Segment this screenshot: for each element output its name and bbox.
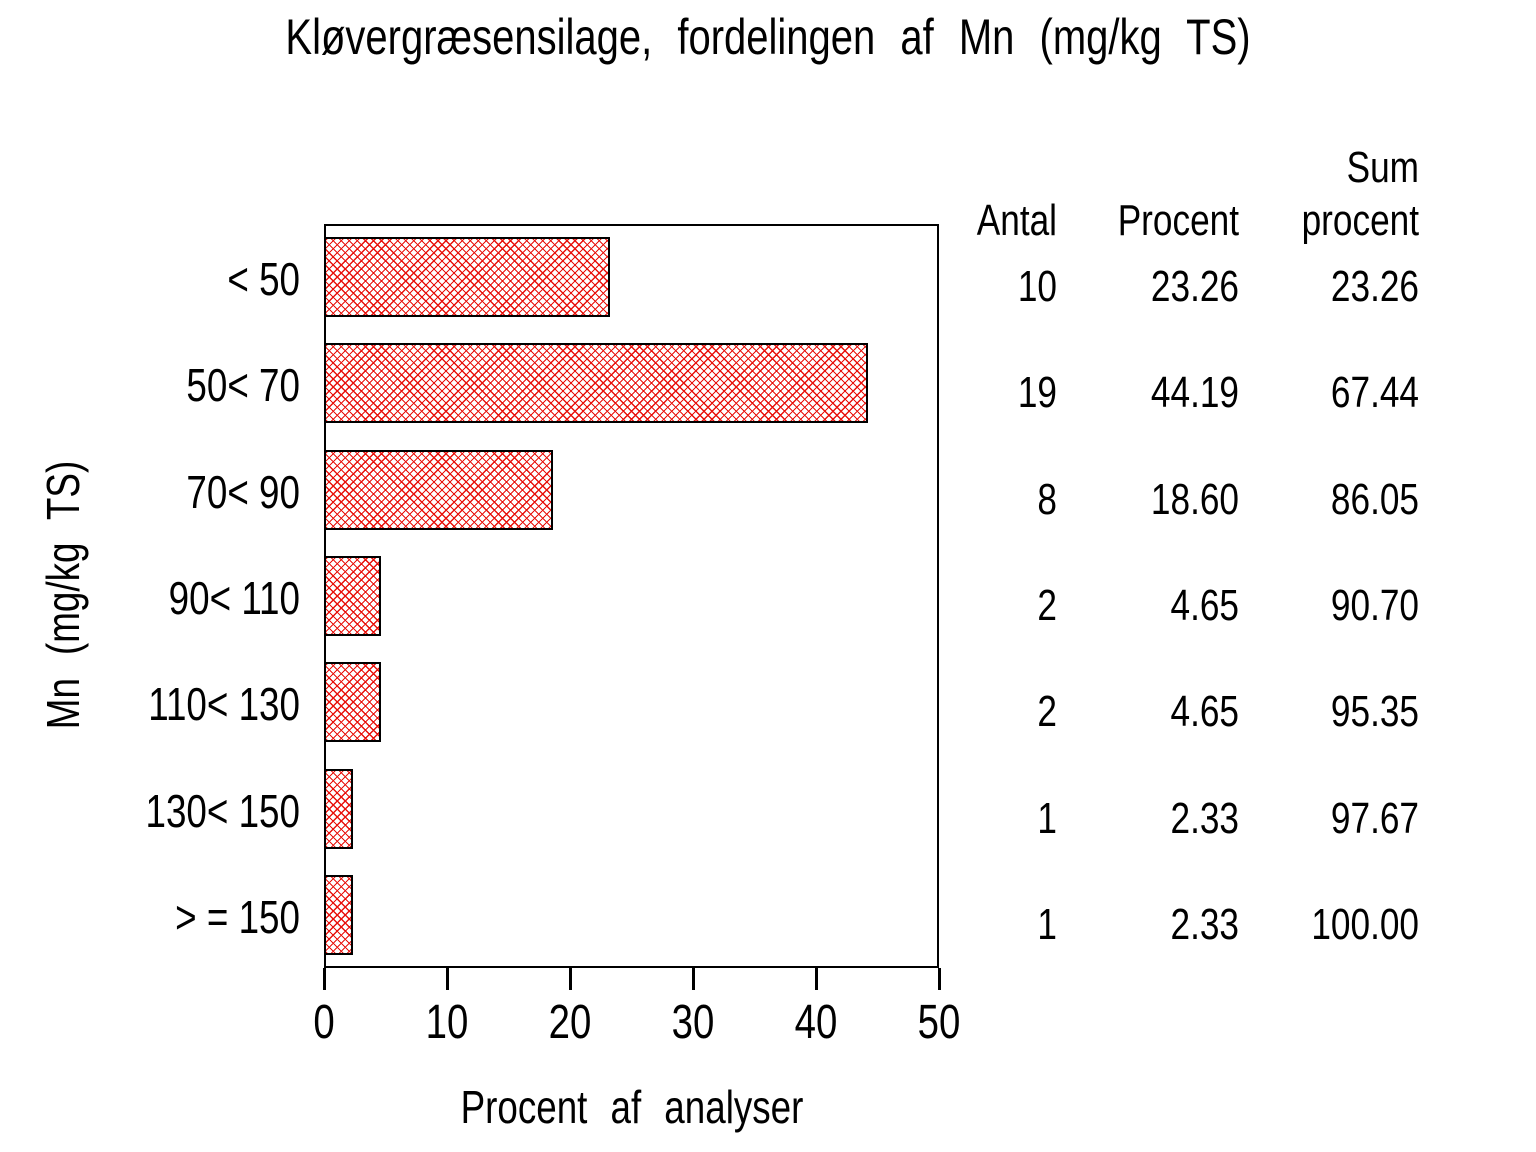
x-axis-tick xyxy=(937,968,941,990)
x-axis-tick xyxy=(445,968,449,990)
x-axis-tick-label: 0 xyxy=(313,996,335,1049)
table-cell-procent: 2.33 xyxy=(1170,793,1239,843)
category-label: < 50 xyxy=(227,253,300,306)
category-label: > = 150 xyxy=(175,890,300,943)
table-cell-sum: 90.70 xyxy=(1330,581,1419,630)
table-cell-sum: 100.00 xyxy=(1311,899,1419,949)
table-cell-procent: 4.65 xyxy=(1170,687,1239,737)
table-cell-procent: 2.33 xyxy=(1170,899,1239,949)
table-cell-procent: 4.65 xyxy=(1170,581,1239,630)
table-cell-antal: 10 xyxy=(1017,262,1057,312)
table-header-antal: Antal xyxy=(976,196,1057,245)
table-cell-procent: 23.26 xyxy=(1150,262,1239,312)
x-axis-tick-label: 30 xyxy=(671,996,715,1049)
x-axis-tick-label: 10 xyxy=(425,996,469,1049)
bar xyxy=(324,874,353,955)
table-cell-antal: 2 xyxy=(1037,581,1057,630)
x-axis-tick-label: 20 xyxy=(548,996,592,1049)
table-cell-antal: 8 xyxy=(1037,474,1057,524)
plot-area xyxy=(324,224,939,968)
bar xyxy=(324,768,353,849)
x-axis-tick xyxy=(691,968,695,990)
bar xyxy=(324,662,382,743)
table-cell-antal: 2 xyxy=(1037,687,1057,737)
bar xyxy=(324,556,382,636)
x-axis-tick-label: 40 xyxy=(794,996,838,1049)
table-cell-procent: 44.19 xyxy=(1150,368,1239,418)
table-cell-antal: 19 xyxy=(1017,368,1057,418)
bar xyxy=(324,237,611,318)
category-label: 110< 130 xyxy=(148,678,300,731)
category-label: 50< 70 xyxy=(186,359,300,412)
table-cell-sum: 67.44 xyxy=(1330,368,1419,418)
table-header-procent: Procent xyxy=(1117,196,1239,245)
chart-title: Kløvergræsensilage, fordelingen af Mn (m… xyxy=(285,9,1251,65)
category-label: 130< 150 xyxy=(145,784,300,837)
x-axis-tick-label: 50 xyxy=(917,996,961,1049)
table-header-sum-line2: procent xyxy=(1301,196,1419,245)
bar xyxy=(324,343,868,424)
table-cell-sum: 86.05 xyxy=(1330,474,1419,524)
table-cell-procent: 18.60 xyxy=(1150,474,1239,524)
table-cell-antal: 1 xyxy=(1037,793,1057,843)
x-axis-title: Procent af analyser xyxy=(460,1081,804,1133)
table-cell-sum: 97.67 xyxy=(1330,793,1419,843)
table-header-sum-line1: Sum xyxy=(1346,143,1419,192)
category-label: 70< 90 xyxy=(186,465,300,518)
table-cell-antal: 1 xyxy=(1037,899,1057,949)
x-axis-tick xyxy=(322,968,326,990)
x-axis-tick xyxy=(568,968,572,990)
y-axis-title: Mn (mg/kg TS) xyxy=(37,460,89,730)
category-label: 90< 110 xyxy=(168,572,300,624)
bar xyxy=(324,449,553,530)
table-cell-sum: 95.35 xyxy=(1330,687,1419,737)
table-cell-sum: 23.26 xyxy=(1330,262,1419,312)
x-axis-tick xyxy=(814,968,818,990)
